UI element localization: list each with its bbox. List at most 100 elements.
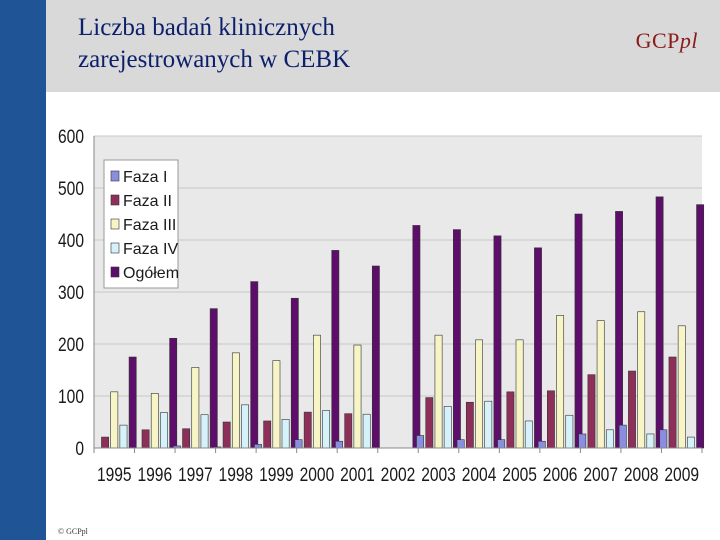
bar-faza-iv-2006 xyxy=(565,414,574,449)
bar-ogółem-2004 xyxy=(493,235,502,449)
bar-faza-iv-2001 xyxy=(362,413,371,449)
bar-faza-ii-2005 xyxy=(506,391,515,449)
x-tick-label: 2003 xyxy=(421,464,456,486)
x-tick-label: 2007 xyxy=(583,464,618,486)
brand-logo-main: GCP xyxy=(635,28,680,53)
bar-faza-ii-1999 xyxy=(263,420,272,449)
bar-faza-iv-2007 xyxy=(605,429,614,449)
bar-ogółem-2001 xyxy=(371,265,380,449)
bar-faza-iii-2004 xyxy=(475,339,483,449)
bar-faza-i-2005 xyxy=(497,439,506,449)
bar-faza-i-2000 xyxy=(294,439,303,449)
x-tick-label: 2006 xyxy=(543,464,578,486)
bar-faza-ii-1998 xyxy=(222,421,231,449)
bar-faza-i-2008 xyxy=(618,424,627,449)
bar-ogółem-2002 xyxy=(412,225,421,449)
y-tick-label: 200 xyxy=(58,334,84,356)
x-tick-label: 1996 xyxy=(137,464,172,486)
bar-ogółem-2009 xyxy=(696,204,705,449)
bar-faza-ii-1996 xyxy=(141,429,150,449)
legend-label: Faza II xyxy=(123,193,172,210)
x-tick-label: 1995 xyxy=(97,464,132,486)
y-tick-label: 400 xyxy=(58,230,84,252)
bar-faza-iii-2001 xyxy=(353,344,362,449)
bar-faza-i-1999 xyxy=(254,444,262,449)
bar-faza-iii-1996 xyxy=(150,393,159,449)
bar-faza-iv-2004 xyxy=(484,400,493,449)
bar-faza-iii-2008 xyxy=(637,311,646,449)
bar-faza-iv-1995 xyxy=(119,424,128,449)
bar-faza-iii-2009 xyxy=(677,325,686,449)
y-tick-label: 0 xyxy=(75,438,84,460)
bar-faza-i-2009 xyxy=(659,429,668,449)
bar-ogółem-1998 xyxy=(250,281,259,449)
bar-faza-iii-2005 xyxy=(515,339,524,449)
bar-ogółem-2007 xyxy=(615,211,623,449)
bar-ogółem-1996 xyxy=(169,337,178,449)
bar-faza-iv-1996 xyxy=(160,412,168,449)
bar-ogółem-1997 xyxy=(209,308,218,449)
legend-swatch xyxy=(110,194,120,206)
x-tick-label: 2004 xyxy=(462,464,497,486)
bar-faza-iii-1998 xyxy=(231,352,240,449)
x-tick-label: 2001 xyxy=(340,464,375,486)
x-tick-label: 2005 xyxy=(502,464,537,486)
bar-faza-i-2004 xyxy=(456,439,465,449)
legend-label: Ogółem xyxy=(123,265,179,282)
bar-faza-iii-1999 xyxy=(272,360,281,449)
x-tick-label: 2009 xyxy=(664,464,699,486)
bar-ogółem-2006 xyxy=(574,213,583,449)
brand-logo-suffix: pl xyxy=(679,28,698,53)
sidebar-band xyxy=(0,0,46,540)
y-tick-label: 600 xyxy=(58,126,84,148)
x-axis-ticks: 1995 1996 1997 1998 1999 2000 2001 2002 2003 2004… xyxy=(97,464,699,486)
chart-axes xyxy=(93,136,703,453)
bar-faza-iv-2009 xyxy=(687,436,695,449)
bar-faza-iv-2008 xyxy=(646,433,655,449)
legend-swatch xyxy=(110,170,120,182)
legend-swatch xyxy=(110,218,120,230)
bar-faza-iv-2000 xyxy=(322,410,331,449)
legend-label: Faza IV xyxy=(123,241,178,258)
bar-faza-iii-2000 xyxy=(313,334,321,449)
x-tick-label: 2002 xyxy=(381,464,416,486)
bar-faza-ii-2008 xyxy=(628,370,636,449)
bar-faza-ii-2006 xyxy=(547,390,555,449)
footer-copyright: © GCPpl xyxy=(58,527,88,536)
bar-faza-i-2006 xyxy=(537,440,546,449)
bar-faza-ii-1997 xyxy=(182,428,191,449)
bar-ogółem-1999 xyxy=(290,297,299,449)
legend-label: Faza III xyxy=(123,217,176,234)
bar-faza-iii-1995 xyxy=(110,391,119,449)
bar-faza-ii-2009 xyxy=(668,356,677,449)
bar-faza-ii-1995 xyxy=(101,436,109,449)
bar-faza-iv-1997 xyxy=(200,414,209,449)
bar-faza-iv-2003 xyxy=(443,406,452,449)
y-axis-ticks: 0 100 200 300 400 500 600 xyxy=(58,126,84,460)
bar-faza-ii-2001 xyxy=(344,413,353,449)
y-tick-label: 300 xyxy=(58,282,84,304)
x-tick-label: 1999 xyxy=(259,464,294,486)
chart-bars xyxy=(101,196,705,449)
bar-faza-iii-2007 xyxy=(596,320,605,449)
bar-faza-iv-2005 xyxy=(524,420,533,449)
bar-faza-iv-1999 xyxy=(281,419,290,449)
legend-swatch xyxy=(110,242,120,254)
bar-faza-iv-1998 xyxy=(241,404,249,449)
bar-ogółem-2008 xyxy=(655,196,664,449)
bar-faza-iii-2006 xyxy=(556,315,565,449)
bar-faza-iii-1997 xyxy=(191,367,200,449)
bar-ogółem-2005 xyxy=(534,247,542,449)
legend-swatch xyxy=(110,266,120,278)
bar-ogółem-2000 xyxy=(331,250,340,449)
header-band xyxy=(46,0,720,92)
y-tick-label: 100 xyxy=(58,386,84,408)
legend-label: Faza I xyxy=(123,169,167,186)
bar-faza-ii-2007 xyxy=(587,374,596,449)
x-tick-label: 2000 xyxy=(300,464,335,486)
bar-ogółem-1995 xyxy=(128,356,137,449)
x-tick-label: 1997 xyxy=(178,464,213,486)
bar-faza-ii-2003 xyxy=(425,397,434,449)
bar-faza-i-2007 xyxy=(578,433,587,449)
bar-faza-iii-2003 xyxy=(434,334,443,449)
